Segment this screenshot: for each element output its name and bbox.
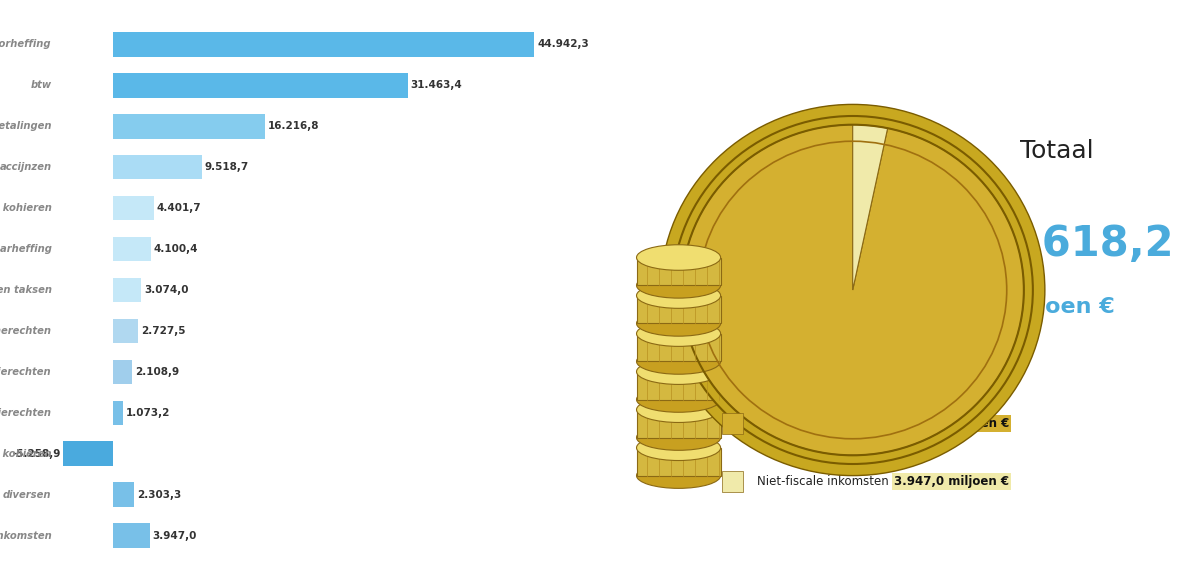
Bar — [113, 32, 534, 57]
Text: Totaal: Totaal — [1020, 139, 1094, 163]
Text: douanerechten: douanerechten — [0, 326, 52, 336]
Text: diversen: diversen — [4, 490, 52, 500]
FancyBboxPatch shape — [722, 471, 743, 491]
FancyBboxPatch shape — [722, 413, 743, 434]
Ellipse shape — [637, 273, 721, 298]
Text: 3.947,0 miljoen €: 3.947,0 miljoen € — [894, 475, 1009, 488]
Bar — [113, 360, 132, 384]
Bar — [113, 73, 408, 97]
Ellipse shape — [637, 463, 721, 488]
Text: voorafbetalingen: voorafbetalingen — [0, 121, 52, 131]
Ellipse shape — [637, 425, 721, 450]
Text: Niet-fiscale inkomsten :: Niet-fiscale inkomsten : — [757, 475, 900, 488]
FancyBboxPatch shape — [637, 372, 721, 400]
Text: personenbelasting kohieren: personenbelasting kohieren — [0, 449, 52, 459]
Ellipse shape — [637, 397, 721, 422]
FancyBboxPatch shape — [637, 258, 721, 285]
FancyBboxPatch shape — [637, 448, 721, 476]
FancyBboxPatch shape — [637, 409, 721, 437]
Text: registratierechten: registratierechten — [0, 367, 52, 377]
Text: 44.942,3: 44.942,3 — [537, 39, 588, 49]
FancyBboxPatch shape — [637, 334, 721, 361]
Bar — [64, 441, 113, 466]
Text: 31.463,4: 31.463,4 — [411, 80, 462, 90]
Text: -5.258,9: -5.258,9 — [12, 449, 60, 459]
Bar — [113, 196, 154, 220]
Text: 2.303,3: 2.303,3 — [137, 490, 181, 500]
Ellipse shape — [637, 349, 721, 374]
Text: 4.100,4: 4.100,4 — [154, 244, 198, 254]
Bar — [113, 318, 138, 343]
Ellipse shape — [637, 387, 721, 412]
Circle shape — [661, 104, 1045, 476]
Text: 2.108,9: 2.108,9 — [136, 367, 179, 377]
Text: 116.671,2 miljoen €: 116.671,2 miljoen € — [878, 417, 1009, 430]
Text: bedrijfsvorheffing: bedrijfsvorheffing — [0, 39, 52, 49]
Ellipse shape — [637, 435, 721, 461]
Text: 3.074,0: 3.074,0 — [144, 285, 189, 295]
Text: Fiscale inkomsten :: Fiscale inkomsten : — [757, 417, 873, 430]
Ellipse shape — [637, 245, 721, 270]
Bar — [113, 278, 142, 302]
Text: roerende voarheffing: roerende voarheffing — [0, 244, 52, 254]
Ellipse shape — [637, 321, 721, 346]
Bar — [113, 114, 264, 139]
Text: 9.518,7: 9.518,7 — [204, 162, 249, 172]
FancyBboxPatch shape — [637, 296, 721, 324]
Text: diverse rechten en taksen: diverse rechten en taksen — [0, 285, 52, 295]
Ellipse shape — [637, 359, 721, 385]
Text: 16.216,8: 16.216,8 — [268, 121, 319, 131]
Ellipse shape — [637, 311, 721, 336]
Bar — [113, 155, 202, 179]
Text: 3.947,0: 3.947,0 — [153, 531, 197, 541]
Text: vennootschapsbelasting kohieren: vennootschapsbelasting kohieren — [0, 203, 52, 213]
Text: niet-fiscale inkomsten: niet-fiscale inkomsten — [0, 531, 52, 541]
Wedge shape — [682, 125, 1023, 455]
Bar — [113, 237, 151, 262]
Bar — [113, 483, 135, 507]
Text: miljoen €: miljoen € — [999, 298, 1115, 317]
Text: accijnzen: accijnzen — [0, 162, 52, 172]
Text: 4.401,7: 4.401,7 — [156, 203, 202, 213]
Ellipse shape — [637, 283, 721, 309]
Text: 120.618,2: 120.618,2 — [939, 223, 1175, 264]
Wedge shape — [853, 125, 888, 290]
Text: btw: btw — [30, 80, 52, 90]
Bar — [113, 401, 123, 425]
Text: 2.727,5: 2.727,5 — [141, 326, 185, 336]
Bar — [113, 523, 150, 548]
Text: 1.073,2: 1.073,2 — [125, 408, 169, 418]
Circle shape — [673, 116, 1033, 464]
Text: successierechten: successierechten — [0, 408, 52, 418]
